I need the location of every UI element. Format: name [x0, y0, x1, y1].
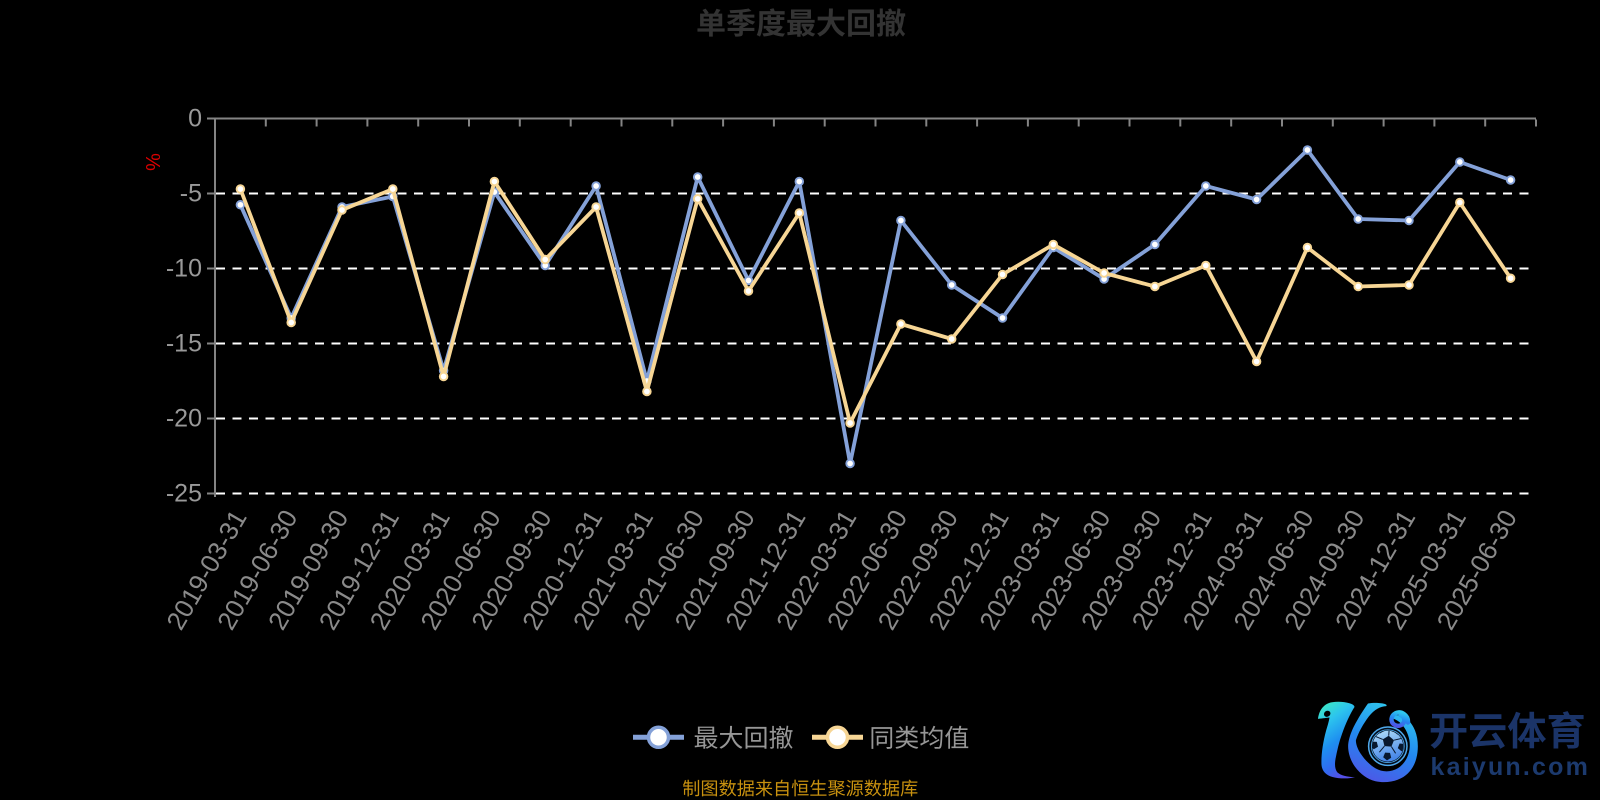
- svg-text:kaiyun.com: kaiyun.com: [1431, 753, 1591, 781]
- svg-text:-25: -25: [166, 480, 202, 508]
- svg-text:0: 0: [188, 105, 202, 133]
- svg-text:-10: -10: [166, 255, 202, 283]
- svg-text:-20: -20: [166, 405, 202, 433]
- svg-text:-15: -15: [166, 330, 202, 358]
- svg-text:-5: -5: [180, 180, 202, 208]
- svg-text:%: %: [141, 153, 163, 171]
